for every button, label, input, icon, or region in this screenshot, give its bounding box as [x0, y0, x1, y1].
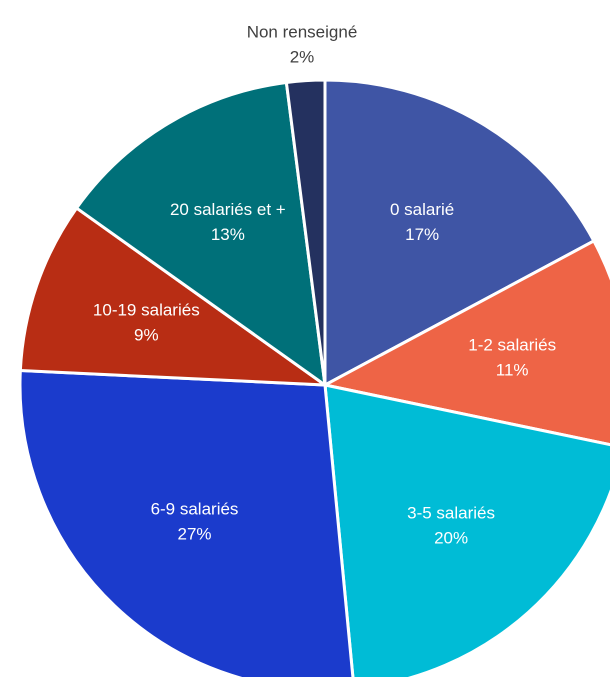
slice-value-label: 20% [434, 528, 468, 547]
slice-label: 3-5 salariés [407, 503, 495, 522]
slice-value-label: 17% [405, 225, 439, 244]
slice-label: Non renseigné [247, 22, 358, 41]
slice-label: 10-19 salariés [93, 301, 200, 320]
slice-value-label: 27% [177, 524, 211, 543]
slice-value-label: 9% [134, 326, 159, 345]
pie-slice [320, 238, 610, 447]
slice-label: 1-2 salariés [468, 336, 556, 355]
slice-value-label: 2% [290, 47, 315, 66]
slice-label: 6-9 salariés [151, 499, 239, 518]
slice-label: 0 salarié [390, 200, 454, 219]
slice-value-label: 13% [211, 225, 245, 244]
pie-slice [284, 78, 327, 386]
pie-slice [323, 383, 610, 677]
pie-slice [74, 80, 327, 389]
slice-value-label: 11% [496, 361, 529, 380]
pie-slice [323, 78, 596, 388]
slice-label: 20 salariés et + [170, 200, 286, 219]
pie-slice [18, 205, 331, 387]
pie-slice [18, 368, 355, 677]
